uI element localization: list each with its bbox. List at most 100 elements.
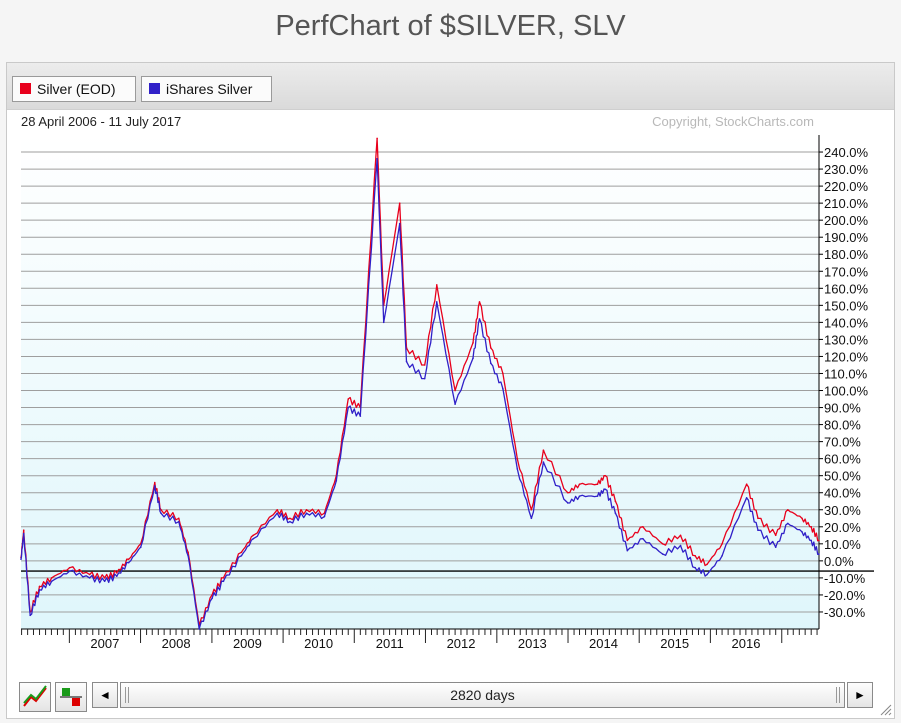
legend-item-silver-eod[interactable]: Silver (EOD): [12, 76, 136, 102]
data-point: [38, 585, 41, 588]
scroll-right-button[interactable]: ►: [847, 682, 873, 708]
data-point: [472, 342, 474, 344]
histogram-icon[interactable]: [55, 682, 87, 712]
range-scrollbar[interactable]: 2820 days: [120, 682, 845, 708]
data-point: [22, 532, 25, 535]
y-tick-label: 180.0%: [824, 247, 869, 262]
y-tick-label: 30.0%: [824, 503, 861, 518]
y-tick-label: 10.0%: [824, 537, 861, 552]
data-point: [160, 508, 162, 511]
data-point: [50, 580, 53, 583]
data-point: [679, 534, 682, 537]
scroll-left-button[interactable]: ◄: [92, 682, 118, 708]
y-tick-label: 130.0%: [824, 332, 869, 347]
y-tick-label: 90.0%: [824, 401, 861, 416]
resize-grip-icon[interactable]: [878, 702, 892, 716]
data-point: [305, 512, 308, 514]
y-tick-label: 40.0%: [824, 486, 861, 501]
data-point: [423, 377, 426, 380]
legend-label: iShares Silver: [166, 81, 253, 97]
data-point: [642, 525, 644, 528]
data-point: [222, 580, 225, 583]
plot-area: 240.0% 230.0% 220.0% 210.0% 200.0% 190.0% 180.…: [20, 135, 874, 651]
data-point: [745, 497, 748, 499]
y-tick-label: 0.0%: [824, 554, 854, 569]
data-point: [818, 539, 820, 542]
copyright-text: Copyright, StockCharts.com: [652, 114, 814, 129]
data-point: [68, 570, 71, 572]
x-tick-label: 2014: [589, 636, 618, 651]
data-point: [211, 597, 213, 600]
data-point: [542, 449, 545, 451]
data-point: [252, 537, 255, 540]
data-point: [88, 573, 91, 576]
scroll-grip-left[interactable]: [125, 687, 129, 703]
scroll-grip-right[interactable]: [836, 687, 840, 703]
data-point: [20, 558, 22, 560]
date-range: 28 April 2006 - 11 July 2017: [21, 114, 182, 129]
data-point: [530, 508, 533, 511]
legend-bar: Silver (EOD) iShares Silver: [7, 63, 894, 110]
y-tick-label: 50.0%: [824, 469, 861, 484]
data-point: [810, 539, 812, 542]
y-tick-label: 80.0%: [824, 418, 861, 433]
y-tick-label: -30.0%: [824, 605, 866, 620]
legend-label: Silver (EOD): [37, 81, 116, 97]
data-point: [721, 554, 723, 557]
data-point: [578, 495, 581, 497]
data-point: [359, 415, 362, 417]
y-tick-label: 140.0%: [824, 315, 869, 330]
data-point: [103, 577, 106, 579]
x-tick-label: 2009: [233, 636, 262, 651]
data-point: [706, 563, 708, 566]
data-point: [160, 512, 162, 514]
line-chart-icon[interactable]: [19, 682, 51, 712]
data-point: [115, 571, 118, 574]
data-point: [335, 480, 338, 482]
data-point: [276, 512, 279, 514]
plot-background: [21, 135, 819, 629]
x-tick-label: 2010: [304, 636, 333, 651]
data-point: [786, 508, 789, 511]
data-point: [115, 575, 118, 577]
data-point: [153, 485, 156, 487]
data-point: [198, 628, 201, 630]
title-symbols: $SILVER, SLV: [439, 10, 626, 42]
data-point: [289, 517, 291, 520]
data-point: [661, 543, 664, 545]
data-point: [50, 577, 53, 579]
y-tick-label: 70.0%: [824, 435, 861, 450]
x-tick-label: 2007: [90, 636, 119, 651]
data-point: [774, 546, 777, 549]
data-point: [323, 515, 326, 518]
y-tick-label: 160.0%: [824, 281, 869, 296]
title-prefix: PerfChart of: [275, 10, 440, 42]
data-point: [567, 502, 569, 504]
data-point: [88, 577, 91, 579]
data-point: [596, 495, 599, 497]
data-point: [435, 301, 438, 303]
data-point: [516, 468, 519, 470]
x-tick-label: 2008: [162, 636, 191, 651]
data-point: [29, 614, 31, 617]
data-point: [376, 158, 378, 160]
data-point: [721, 543, 723, 545]
data-point: [454, 403, 456, 405]
data-point: [187, 554, 189, 557]
data-point: [679, 544, 682, 547]
data-point: [596, 483, 599, 486]
data-point: [398, 202, 401, 204]
data-point: [489, 362, 492, 365]
data-point: [810, 525, 812, 528]
series-line-ishares: [20, 158, 820, 630]
legend-item-ishares-silver[interactable]: iShares Silver: [141, 76, 272, 102]
data-point: [103, 580, 106, 583]
data-point: [127, 558, 130, 560]
series-line-silver: [20, 137, 820, 627]
data-point: [276, 508, 279, 511]
data-point: [423, 364, 426, 366]
data-point: [187, 551, 189, 554]
legend-swatch-red: [20, 83, 31, 94]
y-tick-label: -20.0%: [824, 588, 866, 603]
data-point: [127, 561, 130, 564]
